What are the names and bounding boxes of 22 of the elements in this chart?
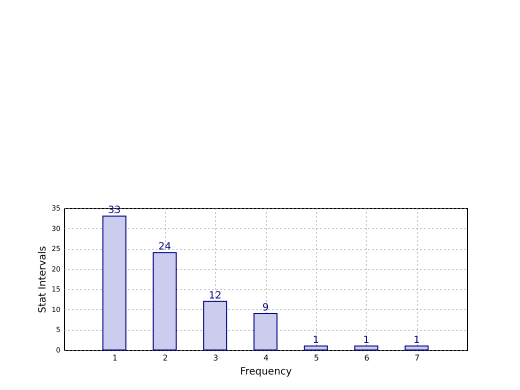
x-tick-label: 5: [314, 354, 319, 362]
data-label: 12: [208, 290, 222, 302]
bar: [102, 216, 126, 350]
bar: [152, 252, 177, 350]
x-axis-title: Frequency: [240, 366, 292, 378]
x-tick-label: 2: [162, 354, 168, 362]
x-tick-label: 1: [112, 354, 118, 362]
x-tick-label: 6: [364, 354, 370, 362]
data-label: 1: [312, 334, 320, 346]
bar: [203, 300, 228, 350]
bar: [254, 312, 278, 350]
data-label: 1: [413, 334, 420, 346]
bar: [404, 345, 429, 350]
bar: [354, 345, 378, 350]
x-tick-label: 4: [263, 354, 269, 362]
data-label: 24: [158, 242, 172, 253]
x-tick-label: 7: [414, 354, 420, 362]
y-axis-title: Stat Intervals: [38, 246, 49, 314]
bar: [304, 345, 328, 350]
x-tick-label: 3: [213, 354, 218, 362]
data-label: 9: [262, 302, 269, 314]
data-label: 1: [363, 334, 370, 346]
